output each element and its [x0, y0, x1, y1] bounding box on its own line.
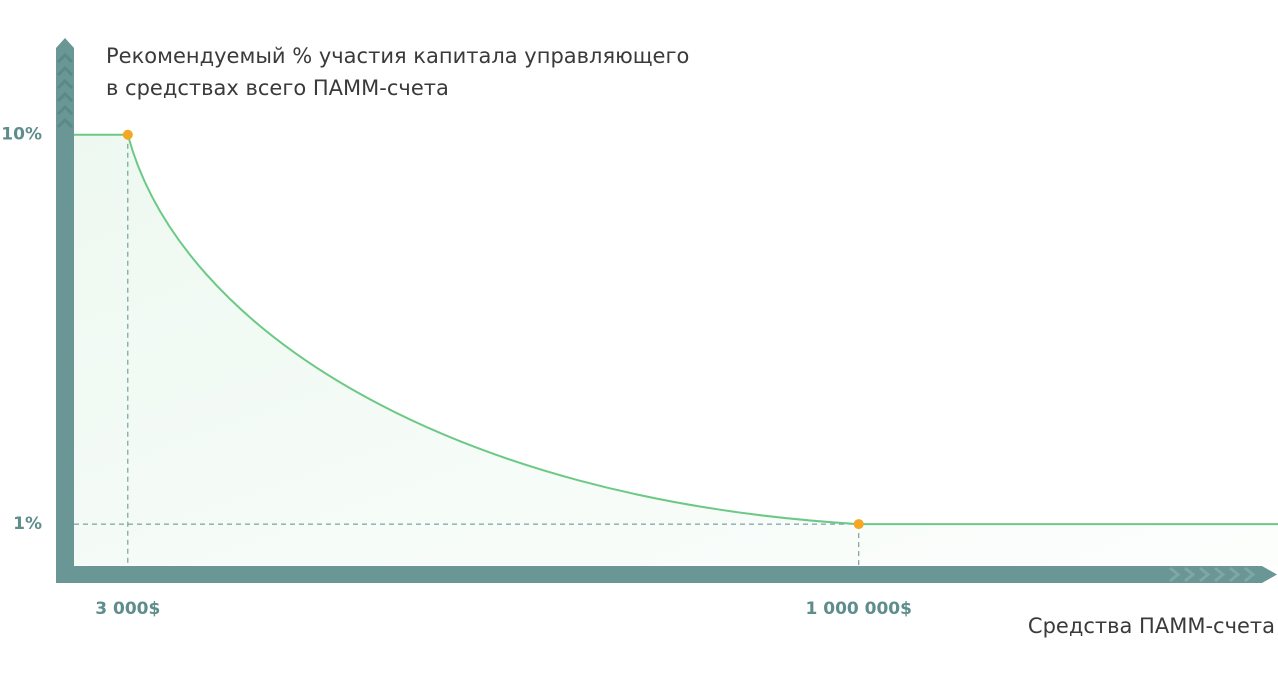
axis-chevron — [56, 104, 74, 116]
point — [853, 519, 864, 530]
axis-chevron — [1229, 566, 1241, 583]
axis-chevron — [1184, 566, 1196, 583]
x-tick-label: 1 000 000$ — [806, 599, 912, 619]
axis-chevron — [56, 117, 74, 129]
chart-title: Рекомендуемый % участия капитала управля… — [106, 44, 689, 68]
point — [122, 129, 133, 140]
line — [126, 134, 859, 526]
axis-chevron — [1214, 566, 1226, 583]
line-extension — [74, 133, 1278, 526]
x-axis — [56, 566, 1277, 583]
axis-chevron — [56, 52, 74, 64]
y-axis — [56, 38, 74, 580]
area-fill — [74, 134, 1278, 565]
axis-chevron — [56, 78, 74, 90]
x-tick-label: 3 000$ — [95, 599, 160, 619]
y-tick-label: 10% — [1, 125, 42, 145]
axis-chevron — [56, 91, 74, 103]
x-axis-label: Средства ПАММ-счета — [1028, 614, 1275, 638]
axis-chevron — [1169, 566, 1181, 583]
y-tick-label: 1% — [13, 514, 42, 534]
axis-chevron — [1199, 566, 1211, 583]
chart-title: в средствах всего ПАММ-счета — [106, 76, 449, 100]
axis-chevron — [56, 65, 74, 77]
axis-chevron — [1244, 566, 1256, 583]
